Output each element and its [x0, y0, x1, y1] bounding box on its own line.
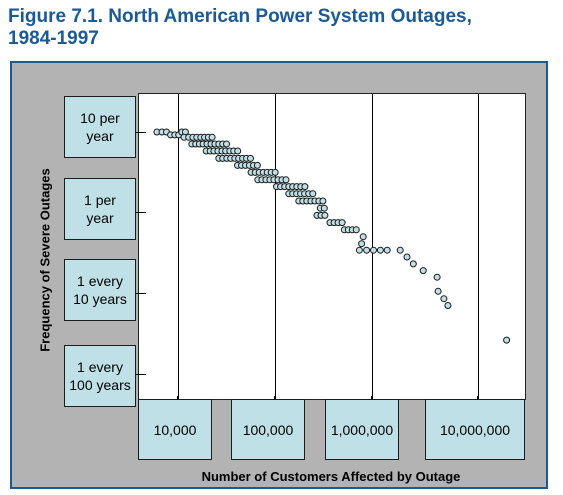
scatter-point-91: [321, 211, 329, 219]
scatter-point-86: [319, 197, 327, 205]
y-tick-text-1: 1 per year: [84, 192, 116, 226]
scatter-point-105: [376, 246, 384, 254]
scatter-point-104: [370, 246, 377, 254]
scatter-point-49: [253, 161, 261, 169]
x-tick-label-10000: 10,000: [138, 399, 212, 460]
scatter-point-108: [403, 253, 411, 261]
scatter-point-72: [301, 183, 309, 191]
x-tick-label-100000: 100,000: [231, 399, 305, 460]
scatter-point-102: [355, 246, 363, 254]
x-tick-text-3: 10,000,000: [439, 421, 511, 438]
scatter-point-99: [352, 226, 360, 234]
scatter-point-112: [434, 287, 442, 295]
scatter-point-79: [309, 190, 317, 198]
x-tick-text-1: 100,000: [242, 421, 294, 438]
y-tick-mark-1: [136, 212, 146, 213]
x-axis-title: Number of Customers Affected by Outage: [201, 469, 461, 484]
scatter-point-114: [444, 302, 452, 309]
y-tick-mark-2: [136, 293, 146, 294]
gridline-10000: [178, 94, 179, 399]
x-tick-text-2: 1,000,000: [330, 421, 394, 438]
chart-title-line-1: Figure 7.1. North American Power System …: [8, 6, 472, 27]
gridline-10000000: [478, 94, 479, 399]
y-tick-label-1-every-100-years: 1 every 100 years: [64, 345, 136, 407]
scatter-point-110: [419, 267, 427, 275]
scatter-point-43: [247, 154, 254, 162]
scatter-point-103: [363, 246, 371, 254]
scatter-point-56: [271, 168, 279, 176]
y-tick-mark-0: [136, 132, 146, 133]
y-tick-label-1-per-year: 1 per year: [64, 178, 136, 240]
scatter-point-88: [320, 204, 328, 212]
scatter-point-107: [396, 246, 404, 254]
y-tick-text-2: 1 every 10 years: [73, 273, 127, 307]
y-tick-label-1-every-10-years: 1 every 10 years: [64, 259, 136, 321]
y-tick-mark-3: [136, 374, 146, 375]
scatter-point-15: [208, 133, 216, 141]
scatter-point-101: [358, 240, 366, 248]
x-tick-label-1000000: 1,000,000: [325, 399, 399, 460]
scatter-point-34: [234, 147, 242, 155]
y-tick-text-3: 1 every 100 years: [69, 359, 131, 393]
chart-title: Figure 7.1. North American Power System …: [8, 6, 560, 50]
scatter-point-111: [433, 273, 441, 281]
scatter-point-106: [383, 246, 391, 254]
scatter-point-109: [409, 260, 417, 268]
gridline-100000: [275, 94, 276, 399]
y-tick-label-10-per-year: 10 per year: [64, 96, 136, 158]
scatter-point-115: [503, 336, 511, 344]
scatter-point-64: [282, 176, 290, 184]
gridline-1000000: [372, 94, 373, 399]
scatter-point-95: [338, 219, 346, 227]
scatter-point-113: [440, 295, 448, 303]
scatter-point-100: [359, 233, 367, 241]
y-tick-text-0: 10 per year: [80, 110, 120, 144]
chart-title-line-2: 1984-1997: [8, 28, 99, 49]
x-tick-text-0: 10,000: [153, 421, 197, 438]
scatter-point-25: [223, 140, 230, 148]
x-tick-label-10000000: 10,000,000: [425, 399, 525, 460]
